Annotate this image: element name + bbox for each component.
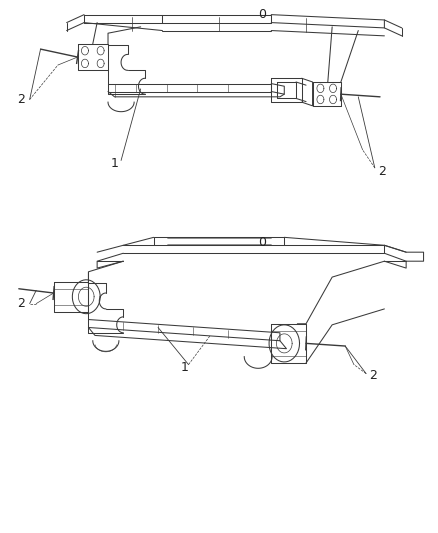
Text: 0: 0 (258, 236, 266, 249)
Text: 1: 1 (180, 361, 188, 374)
Text: 0: 0 (258, 8, 266, 21)
Text: 2: 2 (17, 297, 25, 310)
Text: 1: 1 (111, 157, 119, 169)
Text: 2: 2 (370, 369, 378, 382)
Text: 2: 2 (17, 93, 25, 106)
Text: 2: 2 (378, 165, 386, 177)
